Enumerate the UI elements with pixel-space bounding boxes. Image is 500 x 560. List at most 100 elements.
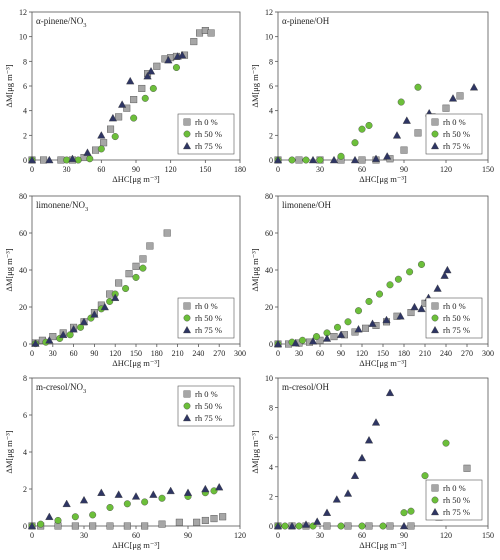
data-point — [332, 495, 341, 503]
data-point — [92, 146, 100, 154]
x-tick-label: 90 — [337, 349, 345, 358]
data-point — [308, 155, 318, 164]
data-point — [392, 131, 402, 139]
data-point — [274, 521, 283, 530]
legend: rh 0 % rh 50 % rh 75 % — [425, 479, 483, 521]
data-point — [45, 512, 54, 520]
data-point — [295, 156, 303, 164]
data-point — [379, 522, 387, 530]
legend-entry: rh 0 % — [195, 301, 218, 311]
x-tick-label: 210 — [172, 349, 184, 358]
data-point — [274, 339, 283, 348]
data-point — [357, 453, 367, 462]
series-rh50 — [274, 83, 422, 164]
data-point — [440, 271, 449, 279]
data-point — [115, 279, 123, 287]
data-point — [207, 29, 215, 37]
data-point — [463, 464, 471, 472]
x-tick-label: 150 — [377, 349, 389, 358]
data-point — [351, 139, 359, 147]
data-point — [358, 156, 366, 164]
x-tick-label: 60 — [358, 165, 366, 174]
y-tick-label: 0 — [23, 340, 27, 349]
x-tick-label: 0 — [276, 165, 280, 174]
x-tick-label: 150 — [130, 349, 142, 358]
y-tick-label: 2 — [23, 485, 27, 494]
y-tick-label: 8 — [23, 57, 27, 66]
legend: rh 0 % rh 50 % rh 75 % — [425, 113, 483, 155]
series-rh50 — [31, 264, 147, 348]
panel-title-subscript: 3 — [85, 206, 88, 213]
panel-title-subscript: 3 — [83, 22, 86, 29]
x-tick-label: 180 — [151, 349, 163, 358]
data-point — [141, 498, 149, 506]
legend-marker — [431, 130, 439, 138]
y-tick-label: 2 — [269, 492, 273, 501]
y-axis-label: ΔM[μg m⁻³] — [250, 64, 260, 107]
x-tick-label: 120 — [356, 349, 368, 358]
y-tick-label: 4 — [269, 463, 273, 472]
y-tick-label: 0 — [269, 522, 273, 531]
x-tick-label: 120 — [440, 165, 452, 174]
data-point — [469, 83, 479, 91]
y-tick-label: 4 — [23, 448, 27, 457]
chart-panel-mcresol-oh: 0 30 60 90 120 150 0 2 4 6 8 10 ΔHC[μg m⁻³] ΔM[μg m⁻³… — [250, 374, 494, 550]
x-tick-label: 30 — [63, 165, 71, 174]
y-axis-label: ΔM[μg m⁻³] — [4, 248, 14, 291]
x-tick-label: 300 — [482, 349, 494, 358]
data-point — [132, 273, 140, 281]
data-point — [97, 488, 106, 496]
legend-marker — [431, 302, 439, 310]
data-point — [115, 113, 123, 121]
x-axis-label: ΔHC[μg m⁻³] — [359, 174, 407, 184]
chart-panel-apinene-no3: 0 30 60 90 120 150 180 0 2 4 6 8 10 12 ΔHC[μg m⁻³] ΔM[μ… — [4, 8, 246, 184]
data-point — [442, 104, 450, 112]
series-rh75 — [274, 388, 409, 530]
data-points — [274, 83, 479, 164]
x-tick-label: 180 — [398, 349, 410, 358]
data-point — [31, 339, 40, 347]
panel-title-main: α-pinene/OH — [282, 16, 330, 26]
legend-marker — [431, 496, 439, 504]
legend: rh 0 % rh 50 % rh 75 % — [177, 113, 235, 155]
data-point — [153, 62, 161, 70]
data-point — [149, 490, 158, 498]
data-point — [329, 155, 339, 164]
data-point — [172, 63, 180, 71]
data-point — [210, 515, 218, 523]
data-point — [386, 281, 394, 289]
legend-entry: rh 75 % — [195, 141, 222, 151]
data-point — [68, 154, 77, 163]
data-point — [365, 522, 373, 530]
y-tick-label: 6 — [269, 433, 273, 442]
legend-marker — [183, 402, 191, 410]
data-point — [371, 154, 381, 163]
data-point — [131, 492, 141, 500]
y-tick-label: 20 — [19, 303, 27, 312]
x-tick-label: 0 — [30, 165, 34, 174]
legend-entry: rh 75 % — [443, 507, 470, 517]
legend: rh 0 % rh 50 % rh 75 % — [177, 297, 235, 339]
series-rh0 — [31, 229, 171, 347]
y-tick-label: 20 — [265, 303, 273, 312]
data-point — [62, 499, 71, 508]
y-tick-label: 12 — [19, 8, 27, 17]
data-point — [163, 229, 171, 237]
data-point — [376, 290, 384, 298]
data-point — [28, 155, 37, 164]
y-tick-label: 0 — [269, 156, 273, 165]
data-point — [40, 156, 48, 164]
data-point — [190, 38, 198, 46]
series-rh50 — [28, 63, 180, 164]
y-tick-label: 0 — [23, 522, 27, 531]
data-point — [295, 522, 303, 530]
data-point — [66, 331, 74, 339]
y-tick-label: 10 — [19, 33, 27, 42]
y-tick-label: 8 — [23, 374, 27, 383]
data-point — [146, 242, 154, 250]
data-point — [201, 484, 210, 493]
data-point — [126, 76, 135, 85]
legend-marker — [431, 118, 439, 126]
x-axis-label: ΔHC[μg m⁻³] — [112, 174, 160, 184]
data-point — [368, 319, 377, 327]
